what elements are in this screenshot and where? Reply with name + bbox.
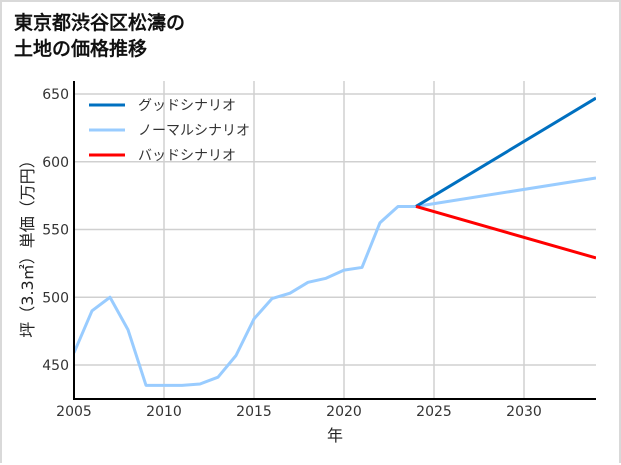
y-tick-label: 450 [42,358,69,374]
x-tick-label: 2020 [326,404,362,420]
series-line [74,176,596,387]
y-tick-label: 550 [42,223,69,239]
x-tick-label: 2025 [416,404,452,420]
legend-label: グッドシナリオ [138,98,236,114]
title-line-1: 東京都渋谷区松濤の [14,12,186,34]
series-line [415,96,596,208]
grid-lines [74,81,596,399]
series-line [415,205,596,260]
series-lines [74,96,596,387]
legend-label: バッドシナリオ [138,148,236,164]
tick-labels: 2005 2010 2015 2020 2025 2030 450 500 550 600 650 [42,87,542,420]
y-tick-label: 600 [42,155,69,171]
title-line-2: 土地の価格推移 [14,38,148,60]
axes [73,81,596,400]
x-tick-label: 2015 [236,404,272,420]
x-tick-label: 2030 [506,404,542,420]
legend-label: ノーマルシナリオ [138,123,250,139]
y-tick-label: 650 [42,87,69,103]
y-axis-label: 坪（3.3㎡）単価（万円） [18,152,37,337]
x-axis-label: 年 [327,426,343,445]
chart-title: 東京都渋谷区松濤の 土地の価格推移 [14,10,185,62]
x-tick-label: 2005 [56,404,92,420]
x-tick-label: 2010 [146,404,182,420]
y-tick-label: 500 [42,290,69,306]
